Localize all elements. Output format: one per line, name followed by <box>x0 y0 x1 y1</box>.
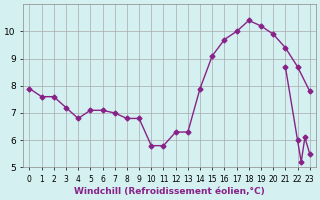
X-axis label: Windchill (Refroidissement éolien,°C): Windchill (Refroidissement éolien,°C) <box>74 187 265 196</box>
